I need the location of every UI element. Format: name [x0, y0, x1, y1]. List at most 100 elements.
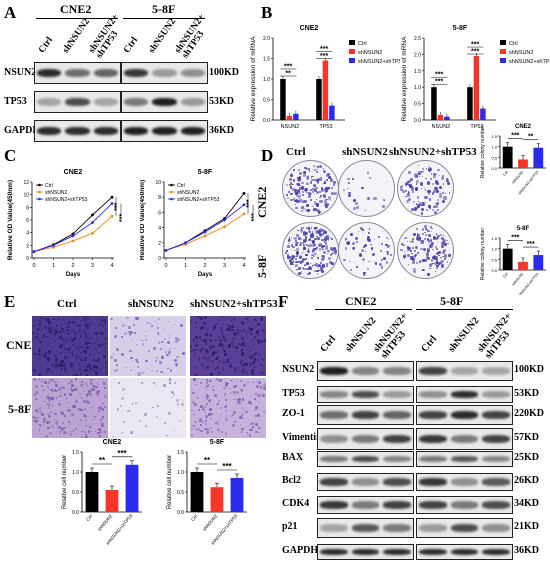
protein-label: NSUN2: [4, 67, 37, 78]
colony: [442, 256, 444, 258]
legend-label: shNSUN2+shTP53: [358, 59, 400, 65]
colony: [318, 190, 322, 194]
x-tick-label: NSUN2: [281, 124, 300, 130]
colony: [328, 249, 331, 253]
cell: [151, 369, 153, 372]
colony: [316, 253, 318, 255]
protein-label: GAPDH: [282, 545, 319, 556]
cell: [243, 354, 246, 357]
colony: [417, 171, 421, 174]
colony: [362, 229, 365, 232]
colony: [316, 169, 318, 171]
colony: [315, 246, 318, 249]
blot-band: [320, 478, 348, 486]
group-underline: [36, 18, 118, 19]
cell: [126, 409, 130, 413]
cell: [194, 420, 198, 424]
colony: [316, 230, 320, 234]
colony: [432, 259, 434, 261]
colony: [309, 233, 313, 237]
cell: [212, 385, 214, 388]
protein-label: Bcl2: [282, 475, 301, 486]
colony: [285, 184, 288, 187]
band-size-label: 100KD: [209, 67, 239, 78]
colony: [314, 185, 316, 187]
lane-label: shNSUN2+ shTP53: [475, 311, 515, 361]
colony: [314, 252, 317, 255]
cell: [33, 393, 36, 396]
blot-band: [320, 524, 348, 532]
colony: [319, 196, 321, 199]
cell: [89, 426, 92, 429]
cell: [96, 357, 101, 361]
cell: [255, 381, 257, 383]
colony: [331, 192, 334, 196]
cell: [209, 426, 213, 430]
cell: [59, 330, 61, 333]
colony: [288, 238, 290, 240]
colony: [385, 261, 389, 265]
colony: [410, 178, 413, 181]
y-axis-label: Relative expression of mRNA: [401, 36, 408, 122]
colony: [313, 245, 316, 247]
cell: [85, 318, 88, 321]
cell: [84, 316, 87, 319]
cell: [95, 371, 99, 375]
colony: [308, 192, 312, 196]
colony: [412, 270, 417, 274]
cell: [152, 381, 155, 384]
cell: [203, 339, 207, 343]
cell: [80, 345, 84, 349]
cell: [60, 363, 64, 367]
colony: [421, 208, 424, 211]
blot-strip: [34, 120, 121, 142]
colony: [323, 181, 327, 184]
colony: [405, 199, 410, 203]
cell: [216, 366, 219, 369]
cell: [35, 336, 38, 339]
x-tick-label: 1: [184, 263, 187, 269]
cell: [241, 364, 244, 366]
cell: [89, 378, 92, 381]
cell: [86, 321, 88, 323]
y-axis-label: Relative colony number: [480, 228, 486, 281]
cell: [63, 393, 67, 396]
cell: [63, 426, 66, 430]
cell: [80, 319, 82, 321]
data-point: [164, 249, 168, 252]
cell: [248, 320, 250, 323]
cell: [101, 324, 104, 327]
colony: [418, 175, 421, 178]
blot-band: [93, 126, 118, 136]
cell: [236, 331, 240, 335]
cell: [65, 347, 68, 350]
data-point: [32, 250, 36, 254]
cell: [169, 347, 172, 350]
cell: [202, 396, 205, 398]
y-tick-label: 0.0: [491, 268, 497, 273]
band-size-label: 21KD: [514, 521, 539, 532]
bar: [105, 490, 119, 512]
cell: [141, 343, 145, 346]
colony: [295, 255, 297, 257]
cell: [253, 352, 257, 356]
y-tick-label: 8: [26, 205, 29, 211]
colony: [323, 199, 327, 203]
cell: [229, 392, 232, 394]
colony: [421, 205, 423, 207]
blot-band: [124, 126, 149, 136]
blot-strip: [317, 451, 414, 467]
y-tick-label: 4: [158, 226, 161, 232]
colony: [306, 244, 309, 246]
cell: [66, 322, 68, 325]
colony: [301, 242, 304, 245]
y-tick-label: 1.5: [414, 69, 421, 75]
bar: [533, 255, 544, 270]
cell: [243, 412, 245, 414]
legend-swatch: [349, 58, 355, 63]
cell: [243, 342, 246, 344]
blot-band: [482, 455, 510, 463]
colony: [295, 199, 299, 203]
colony: [421, 187, 423, 189]
